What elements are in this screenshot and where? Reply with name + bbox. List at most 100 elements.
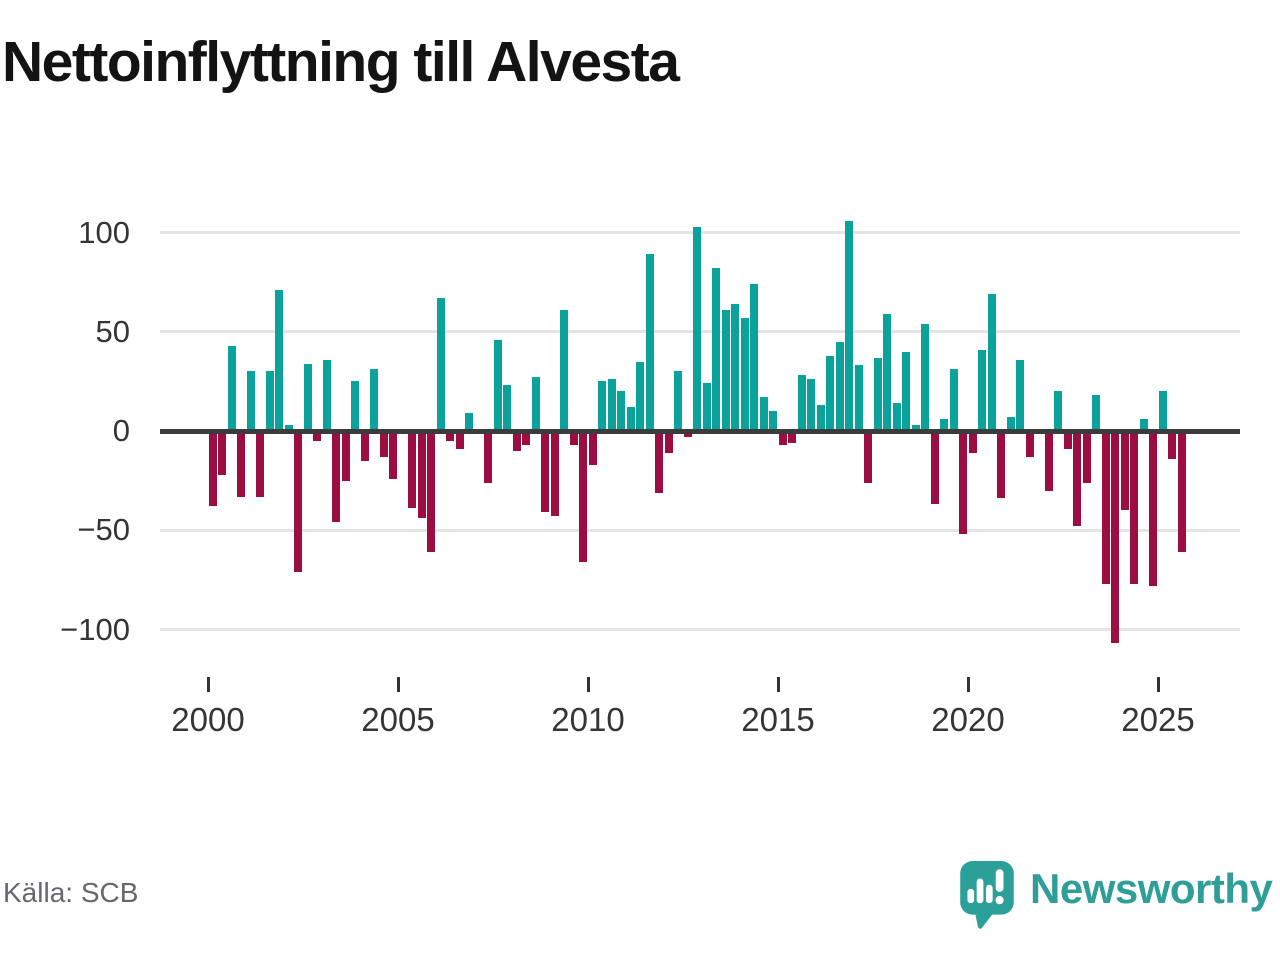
bar: [503, 385, 512, 431]
bar: [664, 431, 673, 453]
bar: [835, 341, 844, 431]
bar: [1044, 431, 1053, 491]
bar: [997, 431, 1006, 499]
bar: [313, 431, 322, 441]
bar: [208, 431, 217, 507]
bar: [1063, 431, 1072, 449]
bar: [237, 431, 246, 497]
bar: [911, 425, 920, 431]
bar: [712, 268, 721, 431]
bar: [265, 371, 274, 431]
gridline: [160, 628, 1240, 631]
bar: [436, 298, 445, 431]
x-axis-tick: [1156, 677, 1160, 692]
bar: [1082, 431, 1091, 483]
x-axis-label: 2005: [361, 701, 435, 738]
bar: [370, 369, 379, 431]
bar: [531, 377, 540, 431]
bar: [750, 284, 759, 431]
bar: [1168, 431, 1177, 459]
bar: [455, 431, 464, 449]
x-axis-tick: [966, 677, 970, 692]
bar: [1139, 419, 1148, 431]
bar: [930, 431, 939, 505]
x-axis-tick: [586, 677, 590, 692]
bar: [693, 226, 702, 431]
bar: [1101, 431, 1110, 584]
bar: [626, 407, 635, 431]
bar: [902, 351, 911, 431]
bar: [446, 431, 455, 441]
y-axis-label: −50: [77, 512, 130, 548]
bar: [940, 419, 949, 431]
bar: [332, 431, 341, 523]
bar: [294, 431, 303, 572]
x-axis-label: 2015: [741, 701, 815, 738]
gridline: [160, 528, 1240, 532]
y-axis-label: 50: [95, 313, 130, 349]
bar: [389, 431, 398, 479]
bar: [655, 431, 664, 493]
bar: [1158, 391, 1167, 431]
bar: [408, 431, 417, 509]
bar: [617, 391, 626, 431]
bar: [921, 323, 930, 431]
bar: [1177, 431, 1186, 553]
bar: [1130, 431, 1139, 584]
bar: [227, 345, 236, 431]
bar: [1120, 431, 1129, 511]
y-axis-label: −100: [60, 611, 130, 647]
bar: [341, 431, 350, 481]
bar: [645, 254, 654, 431]
bar: [522, 431, 531, 445]
x-axis-label: 2000: [171, 701, 245, 738]
newsworthy-logo: Newsworthy: [960, 861, 1273, 929]
x-axis-tick: [206, 677, 210, 692]
bar: [1092, 395, 1101, 431]
bar: [1111, 431, 1120, 644]
bar: [1073, 431, 1082, 527]
bar: [379, 431, 388, 457]
bar: [683, 431, 692, 437]
bar: [788, 431, 797, 443]
bar: [417, 431, 426, 519]
bar: [493, 339, 502, 431]
bar: [845, 220, 854, 431]
bar: [1149, 431, 1158, 586]
bar: [465, 413, 474, 431]
bar: [949, 369, 958, 431]
source-caption: Källa: SCB: [3, 877, 139, 908]
bar: [854, 365, 863, 431]
bar: [512, 431, 521, 451]
bar: [759, 397, 768, 431]
bar: [769, 411, 778, 431]
bar: [883, 313, 892, 431]
bar: [1025, 431, 1034, 457]
bar: [484, 431, 493, 483]
bar: [778, 431, 787, 445]
bar: [560, 309, 569, 431]
bar: [816, 405, 825, 431]
bar: [322, 359, 331, 431]
bar: [740, 317, 749, 431]
bar: [702, 383, 711, 431]
bar: [550, 431, 559, 517]
x-axis-label: 2010: [551, 701, 625, 738]
bar: [797, 375, 806, 431]
bar: [275, 290, 284, 431]
bar: [351, 381, 360, 431]
bar: [607, 379, 616, 431]
bar: [987, 294, 996, 431]
bar: [636, 361, 645, 431]
bar: [674, 371, 683, 431]
bar: [303, 363, 312, 431]
bar: [1016, 359, 1025, 431]
y-axis-label: 100: [78, 214, 130, 250]
newsworthy-brand-text: Newsworthy: [1030, 865, 1273, 912]
bar: [807, 379, 816, 431]
bar: [1006, 417, 1015, 431]
bar: [541, 431, 550, 513]
bar: [968, 431, 977, 453]
